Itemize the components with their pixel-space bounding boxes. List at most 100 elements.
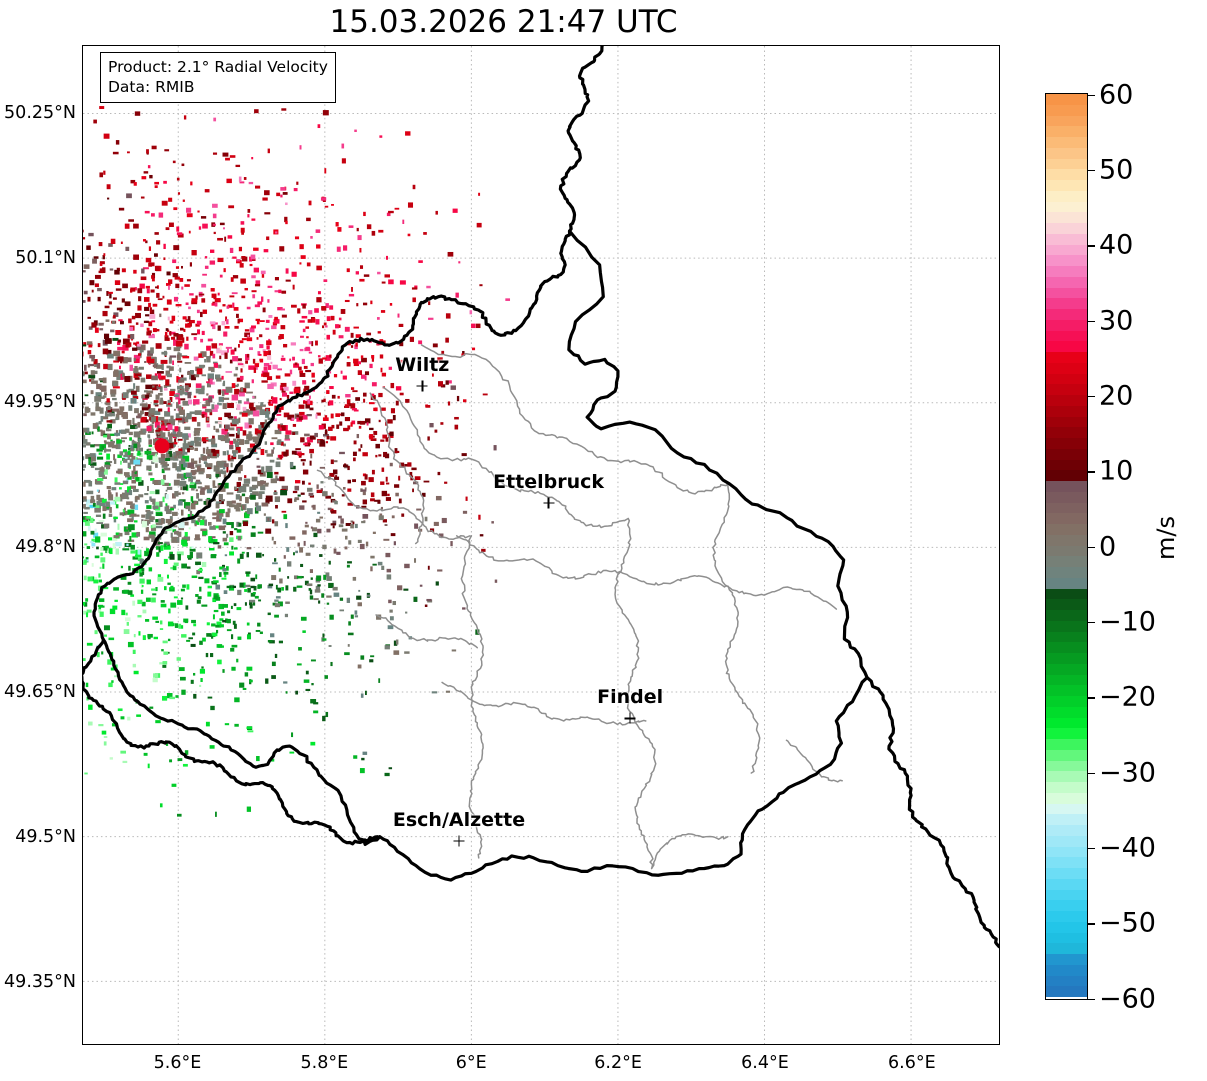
- radar-echo-pixel: [364, 371, 370, 376]
- radar-echo-pixel: [176, 177, 180, 181]
- radar-echo-pixel: [279, 334, 284, 340]
- radar-echo-pixel: [128, 489, 133, 496]
- radar-echo-pixel: [405, 398, 410, 403]
- radar-echo-pixel: [178, 531, 182, 537]
- radar-echo-pixel: [84, 772, 88, 775]
- radar-echo-pixel: [190, 496, 194, 502]
- radar-echo-pixel: [96, 363, 101, 369]
- radar-echo-pixel: [141, 268, 145, 274]
- radar-echo-pixel: [98, 270, 104, 274]
- radar-echo-pixel: [387, 625, 394, 630]
- radar-echo-pixel: [126, 621, 129, 626]
- radar-echo-pixel: [97, 427, 100, 432]
- radar-echo-pixel: [105, 319, 110, 322]
- radar-echo-pixel: [262, 553, 265, 557]
- radar-echo-pixel: [115, 504, 119, 509]
- radar-echo-pixel: [98, 378, 105, 381]
- radar-echo-pixel: [341, 528, 348, 532]
- radar-echo-pixel: [250, 254, 256, 260]
- radar-echo-pixel: [191, 546, 194, 550]
- radar-echo-pixel: [145, 240, 148, 244]
- radar-echo-pixel: [249, 679, 253, 683]
- radar-echo-pixel: [275, 475, 278, 479]
- radar-echo-pixel: [205, 721, 210, 727]
- radar-echo-pixel: [122, 456, 128, 460]
- radar-echo-pixel: [144, 450, 152, 455]
- radar-echo-pixel: [113, 535, 119, 539]
- radar-echo-pixel: [122, 392, 129, 399]
- radar-echo-pixel: [101, 651, 104, 655]
- radar-echo-pixel: [326, 528, 331, 533]
- radar-echo-pixel: [104, 634, 107, 637]
- y-axis-tick-label: 50.1°N: [15, 247, 76, 268]
- radar-echo-pixel: [230, 422, 237, 427]
- radar-echo-pixel: [251, 218, 256, 221]
- radar-echo-pixel: [311, 683, 314, 686]
- radar-echo-pixel: [289, 536, 296, 540]
- radar-echo-pixel: [264, 441, 268, 445]
- radar-echo-pixel: [201, 351, 207, 357]
- radar-echo-pixel: [195, 561, 201, 565]
- radar-echo-pixel: [268, 583, 274, 587]
- map-plot-area[interactable]: Product: 2.1° Radial Velocity Data: RMIB…: [82, 45, 1000, 1045]
- radar-echo-pixel: [211, 632, 218, 637]
- radar-echo-pixel: [345, 522, 352, 526]
- radar-echo-pixel: [177, 352, 181, 355]
- radar-echo-pixel: [107, 349, 112, 357]
- radar-echo-pixel: [94, 555, 100, 559]
- radar-echo-pixel: [182, 355, 190, 359]
- radar-echo-pixel: [224, 325, 230, 329]
- radar-echo-pixel: [207, 696, 213, 699]
- radar-echo-pixel: [233, 373, 238, 377]
- radar-echo-pixel: [155, 429, 160, 432]
- radar-echo-pixel: [177, 554, 181, 561]
- radar-echo-pixel: [124, 507, 126, 511]
- radar-echo-pixel: [330, 508, 334, 512]
- radar-echo-pixel: [249, 327, 255, 333]
- radar-echo-pixel: [379, 339, 384, 342]
- colorbar-segment: [1046, 975, 1087, 987]
- radar-echo-pixel: [195, 594, 199, 597]
- radar-echo-pixel: [362, 751, 368, 755]
- radar-echo-pixel: [270, 361, 273, 365]
- radar-echo-pixel: [151, 597, 156, 603]
- radar-echo-pixel: [86, 612, 89, 618]
- radar-echo-pixel: [84, 394, 89, 397]
- colorbar-segment: [1046, 244, 1087, 256]
- radar-echo-pixel: [112, 408, 120, 412]
- radar-echo-pixel: [293, 388, 300, 394]
- radar-echo-pixel: [160, 421, 163, 425]
- radar-echo-pixel: [318, 425, 324, 430]
- product-label: Product: 2.1° Radial Velocity: [108, 58, 328, 76]
- radar-echo-pixel: [333, 460, 338, 463]
- radar-echo-pixel: [224, 433, 229, 439]
- radar-echo-pixel: [236, 481, 242, 488]
- radar-echo-pixel: [259, 631, 263, 635]
- radar-echo-pixel: [471, 323, 476, 329]
- radar-echo-pixel: [148, 444, 153, 447]
- radar-echo-pixel: [324, 675, 328, 679]
- radar-echo-pixel: [177, 335, 184, 341]
- radar-echo-pixel: [309, 589, 313, 595]
- radar-echo-pixel: [214, 298, 221, 303]
- radar-echo-pixel: [211, 303, 218, 306]
- admin-border: [650, 833, 729, 870]
- radar-echo-pixel: [235, 494, 240, 500]
- x-axis-tick-label: 6.6°E: [888, 1053, 936, 1073]
- radar-echo-pixel: [335, 222, 339, 227]
- radar-echo-pixel: [353, 409, 359, 412]
- radar-echo-pixel: [216, 510, 224, 517]
- radar-echo-pixel: [129, 453, 134, 458]
- national-border-lux-west: [92, 229, 572, 642]
- radar-echo-pixel: [423, 232, 427, 235]
- radar-echo-pixel: [142, 340, 149, 344]
- radar-echo-pixel: [244, 672, 249, 677]
- radar-echo-pixel: [346, 564, 350, 568]
- radar-echo-pixel: [177, 430, 181, 435]
- radar-echo-pixel: [348, 621, 351, 626]
- colorbar-segment: [1046, 427, 1087, 438]
- radar-echo-pixel: [444, 481, 448, 484]
- radar-echo-pixel: [370, 300, 373, 305]
- radar-echo-pixel: [113, 587, 119, 591]
- radar-echo-pixel: [182, 433, 188, 439]
